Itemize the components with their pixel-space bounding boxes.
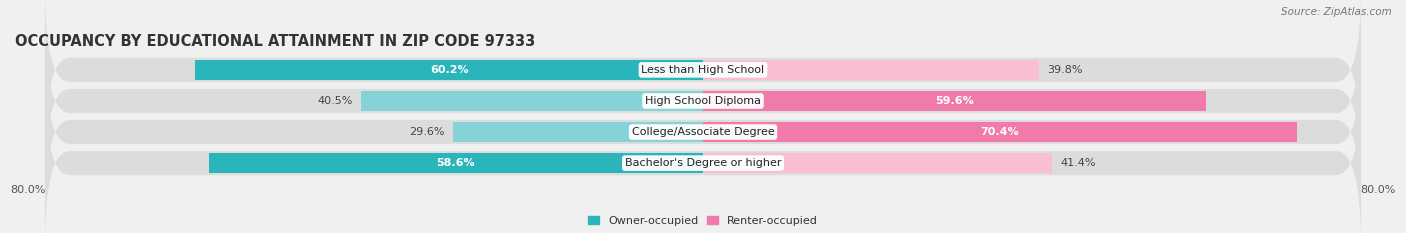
Text: OCCUPANCY BY EDUCATIONAL ATTAINMENT IN ZIP CODE 97333: OCCUPANCY BY EDUCATIONAL ATTAINMENT IN Z… <box>14 34 534 49</box>
FancyBboxPatch shape <box>45 51 1361 213</box>
Text: 40.5%: 40.5% <box>318 96 353 106</box>
Text: College/Associate Degree: College/Associate Degree <box>631 127 775 137</box>
Text: Bachelor's Degree or higher: Bachelor's Degree or higher <box>624 158 782 168</box>
FancyBboxPatch shape <box>45 0 1361 151</box>
Text: 70.4%: 70.4% <box>980 127 1019 137</box>
Bar <box>361 91 703 111</box>
Text: 60.2%: 60.2% <box>430 65 468 75</box>
Bar <box>703 122 1296 142</box>
Text: Source: ZipAtlas.com: Source: ZipAtlas.com <box>1281 7 1392 17</box>
Bar <box>703 60 1039 79</box>
Bar <box>703 91 1206 111</box>
Text: 59.6%: 59.6% <box>935 96 974 106</box>
Legend: Owner-occupied, Renter-occupied: Owner-occupied, Renter-occupied <box>588 216 818 226</box>
FancyBboxPatch shape <box>45 82 1361 233</box>
Text: Less than High School: Less than High School <box>641 65 765 75</box>
Text: High School Diploma: High School Diploma <box>645 96 761 106</box>
Text: 29.6%: 29.6% <box>409 127 444 137</box>
Bar <box>208 154 703 173</box>
FancyBboxPatch shape <box>45 20 1361 182</box>
Bar <box>453 122 703 142</box>
Text: 39.8%: 39.8% <box>1047 65 1083 75</box>
Text: 41.4%: 41.4% <box>1060 158 1097 168</box>
Bar <box>703 154 1052 173</box>
Bar <box>195 60 703 79</box>
Text: 58.6%: 58.6% <box>436 158 475 168</box>
